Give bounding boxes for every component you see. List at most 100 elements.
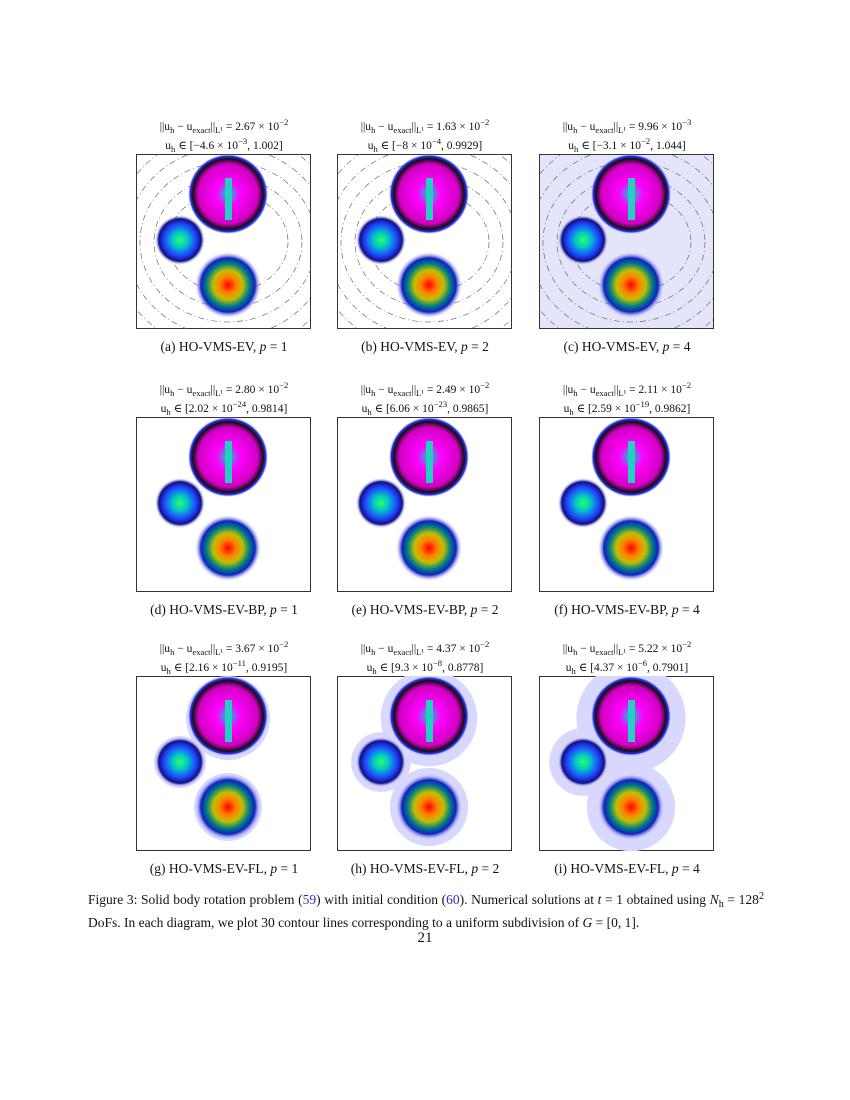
- plot-shape: [396, 252, 462, 318]
- text-segment: ||u: [562, 643, 574, 655]
- plot-shape: [598, 774, 664, 840]
- text-segment: u: [165, 140, 172, 152]
- text-segment: p: [461, 339, 468, 354]
- contour-plot: [337, 417, 512, 592]
- contour-plot: [136, 417, 311, 592]
- plot-shape: [598, 515, 664, 581]
- text-segment: = 2: [477, 602, 499, 617]
- panel-caption: (f) HO-VMS-EV-BP, p = 4: [512, 602, 742, 618]
- text-segment: , 0.9814]: [246, 403, 288, 415]
- plot-shape: [155, 215, 205, 265]
- text-segment: −24: [232, 399, 247, 409]
- text-segment: ||: [210, 643, 216, 655]
- solution-range: uh ∈ [9.3 × 10−8, 0.8778]: [310, 658, 540, 676]
- text-segment: ||: [411, 121, 417, 133]
- text-segment: h: [569, 407, 574, 417]
- plot-shape: [195, 252, 261, 318]
- text-segment: − u: [375, 121, 394, 133]
- text-segment: u: [367, 140, 374, 152]
- plot-shape: [356, 478, 406, 528]
- text-segment: h: [367, 407, 372, 417]
- text-segment: h: [574, 144, 579, 154]
- text-segment: (f) HO-VMS-EV-BP,: [554, 602, 672, 617]
- panel-caption: (e) HO-VMS-EV-BP, p = 2: [310, 602, 540, 618]
- error-norm: ||uh − uexact||L¹ = 4.37 × 10−2: [310, 639, 540, 657]
- text-segment: h: [171, 144, 176, 154]
- text-segment: h: [573, 647, 578, 657]
- panel-caption: (a) HO-VMS-EV, p = 1: [109, 339, 339, 355]
- plot-shape: [356, 737, 406, 787]
- text-segment: h: [371, 388, 376, 398]
- error-norm: ||uh − uexact||L¹ = 2.11 × 10−2: [512, 380, 742, 398]
- solution-range: uh ∈ [2.16 × 10−11, 0.9195]: [109, 658, 339, 676]
- text-segment: ||: [613, 121, 619, 133]
- error-norm: ||uh − uexact||L¹ = 9.96 × 10−3: [512, 117, 742, 135]
- text-segment: h: [170, 125, 175, 135]
- text-segment: (b) HO-VMS-EV,: [361, 339, 461, 354]
- plot-shape: [598, 252, 664, 318]
- figure-caption: Figure 3: Solid body rotation problem (5…: [88, 888, 764, 932]
- text-segment: exact: [192, 647, 211, 657]
- text-segment: −19: [635, 399, 650, 409]
- text-segment: p: [671, 861, 679, 876]
- plot-shape: [558, 737, 608, 787]
- text-segment: ) with initial condition (: [316, 892, 447, 907]
- text-segment: (d) HO-VMS-EV-BP,: [150, 602, 270, 617]
- text-segment: ||u: [360, 643, 372, 655]
- text-segment: , 1.044]: [650, 140, 686, 152]
- text-segment: ∈ [2.16 × 10: [170, 662, 233, 674]
- text-segment: L¹: [416, 125, 424, 135]
- text-segment: ||u: [159, 643, 171, 655]
- text-segment: (a) HO-VMS-EV,: [160, 339, 260, 354]
- text-segment: (g) HO-VMS-EV-FL,: [149, 861, 271, 876]
- text-segment: G: [582, 915, 593, 930]
- text-segment: 60: [446, 892, 460, 907]
- text-segment: h: [373, 144, 378, 154]
- text-segment: ||u: [562, 121, 574, 133]
- contour-plot: [136, 154, 311, 329]
- text-segment: exact: [393, 388, 412, 398]
- text-segment: , 0.7901]: [646, 662, 689, 674]
- text-segment: − u: [174, 643, 193, 655]
- text-segment: L¹: [215, 388, 223, 398]
- text-segment: L¹: [416, 647, 424, 657]
- text-segment: = 1: [276, 602, 298, 617]
- text-segment: u: [565, 662, 572, 674]
- text-segment: −11: [232, 658, 246, 668]
- text-segment: p: [662, 339, 670, 354]
- text-segment: p: [259, 339, 267, 354]
- text-segment: −2: [480, 639, 490, 649]
- text-segment: exact: [595, 125, 614, 135]
- text-segment: p: [270, 861, 278, 876]
- text-segment: − u: [174, 121, 193, 133]
- text-segment: = 128: [723, 892, 759, 907]
- plot-shape: [396, 774, 462, 840]
- text-segment: −2: [480, 380, 490, 390]
- error-norm: ||uh − uexact||L¹ = 2.49 × 10−2: [310, 380, 540, 398]
- text-segment: h: [170, 388, 175, 398]
- text-segment: −4: [431, 136, 442, 146]
- text-segment: L¹: [215, 647, 223, 657]
- text-segment: exact: [192, 388, 211, 398]
- text-segment: −2: [279, 117, 289, 127]
- panel-caption: (d) HO-VMS-EV-BP, p = 1: [109, 602, 339, 618]
- contour-plot: [539, 676, 714, 851]
- text-segment: − u: [174, 384, 193, 396]
- text-segment: −2: [682, 639, 692, 649]
- text-segment: ). Numerical solutions at: [459, 892, 598, 907]
- text-segment: , 0.8778]: [442, 662, 484, 674]
- text-segment: exact: [595, 388, 614, 398]
- text-segment: u: [563, 403, 570, 415]
- contour-plot: [337, 154, 512, 329]
- text-segment: L¹: [215, 125, 223, 135]
- text-segment: ||: [613, 384, 619, 396]
- contour-plot: [539, 417, 714, 592]
- text-segment: h: [170, 647, 175, 657]
- text-segment: = 2.11 × 10: [626, 384, 682, 396]
- panel-caption: (h) HO-VMS-EV-FL, p = 2: [310, 861, 540, 877]
- text-segment: u: [160, 403, 167, 415]
- text-segment: ∈ [−3.1 × 10: [578, 140, 642, 152]
- panel-caption: (i) HO-VMS-EV-FL, p = 4: [512, 861, 742, 877]
- text-segment: ||u: [159, 384, 171, 396]
